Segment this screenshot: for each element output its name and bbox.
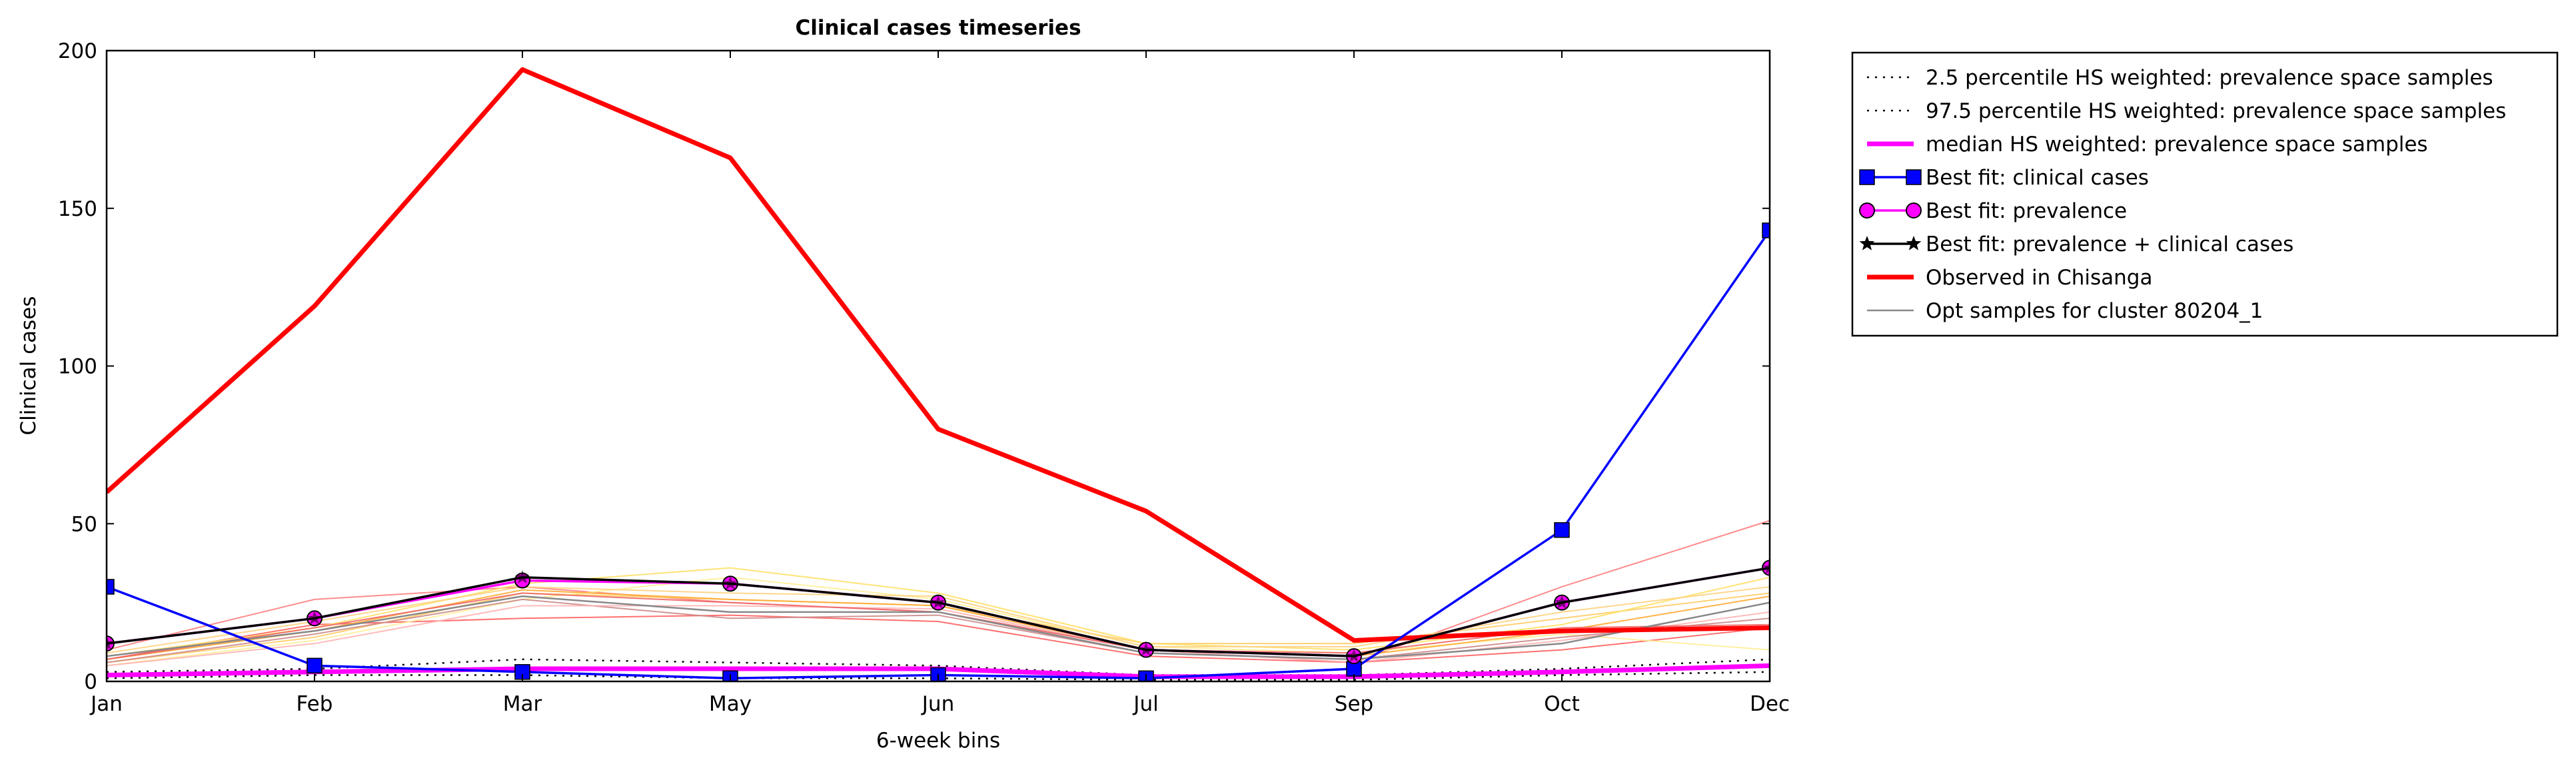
series-6-point-8 — [1555, 595, 1569, 609]
x-tick-label: Dec — [1750, 692, 1790, 716]
x-axis-label: 6-week bins — [876, 729, 1000, 753]
y-tick-label: 0 — [84, 670, 97, 694]
legend-entry-6: Best fit: prevalence + clinical cases — [1926, 232, 2293, 256]
y-tick-label: 200 — [58, 39, 97, 63]
y-tick-label: 100 — [58, 355, 97, 379]
series-6-point-7 — [1347, 649, 1361, 662]
plot-area — [107, 67, 1770, 681]
series-6-point-6 — [1139, 642, 1153, 656]
series-line-2 — [107, 658, 1770, 676]
legend-entry-3: median HS weighted: prevalence space sam… — [1926, 133, 2428, 157]
legend-marker-4 — [1906, 169, 1922, 185]
x-tick-label: Mar — [503, 692, 542, 716]
y-tick-label: 50 — [71, 512, 97, 536]
legend-marker-5 — [1906, 202, 1922, 218]
series-6-point-1 — [107, 636, 114, 650]
x-tick-label: Sep — [1335, 692, 1373, 716]
series-4-point-1 — [107, 579, 115, 595]
series-6-point-2 — [307, 611, 322, 625]
axis-ticks: Jan Feb Mar May Jun Jul Sep Oct Dec 0 50 100 150 200 — [58, 39, 1790, 716]
series-6-point-5 — [931, 595, 946, 609]
chart-title: Clinical cases timeseries — [795, 16, 1081, 40]
legend-marker-6 — [1859, 236, 1875, 250]
legend: 2.5 percentile HS weighted: prevalence s… — [1851, 51, 2559, 337]
series-4-point-8 — [1554, 522, 1570, 538]
series-line-8 — [107, 595, 1770, 661]
legend-entry-2: 97.5 percentile HS weighted: prevalence … — [1926, 99, 2506, 123]
series-4-point-2 — [307, 657, 322, 674]
opt-sample-line-8 — [107, 598, 1770, 663]
series-6-point-4 — [723, 576, 738, 590]
legend-entry-8: Opt samples for cluster 80204_1 — [1926, 299, 2263, 323]
x-tick-label: Feb — [297, 692, 333, 716]
x-tick-label: Oct — [1544, 692, 1580, 716]
legend-entry-5: Best fit: prevalence — [1926, 199, 2127, 223]
plot-frame — [105, 49, 1771, 683]
legend-entry-4: Best fit: clinical cases — [1926, 166, 2149, 190]
series-line-7 — [107, 67, 1770, 643]
legend-entry-7: Observed in Chisanga — [1926, 266, 2153, 290]
series-4-point-9 — [1762, 222, 1770, 238]
legend-marker-6 — [1906, 236, 1922, 250]
x-tick-label: Jul — [1132, 692, 1158, 716]
x-tick-label: May — [709, 692, 752, 716]
legend-marker-5 — [1859, 202, 1875, 218]
x-tick-label: Jan — [89, 692, 123, 716]
legend-frame — [1851, 51, 2559, 337]
y-tick-label: 150 — [58, 197, 97, 221]
series-6-point-9 — [1762, 560, 1770, 574]
legend-marker-4 — [1859, 169, 1875, 185]
legend-entry-1: 2.5 percentile HS weighted: prevalence s… — [1926, 66, 2493, 90]
x-tick-label: Jun — [921, 692, 954, 716]
series-6-point-3 — [515, 570, 530, 583]
y-axis-label: Clinical cases — [17, 296, 41, 435]
